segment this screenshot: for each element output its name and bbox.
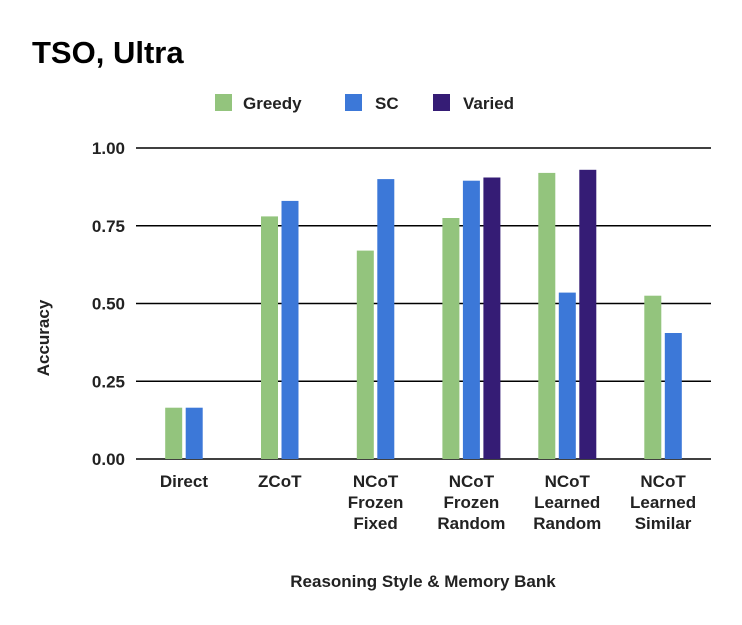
bar-greedy: [538, 172, 556, 459]
x-tick-label: Direct: [160, 472, 209, 491]
legend-swatch-sc: [345, 94, 362, 111]
x-tick-label: NCoT Frozen Fixed: [348, 472, 404, 533]
bar-sc: [377, 179, 395, 459]
bar-greedy: [356, 250, 374, 459]
x-axis-label: Reasoning Style & Memory Bank: [290, 572, 556, 591]
y-tick-label: 0.00: [92, 450, 125, 469]
x-axis-ticks: Direct ZCoT NCoT Frozen Fixed NCoT Frozen Rando…: [160, 472, 696, 533]
y-tick-label: 0.25: [92, 372, 125, 391]
y-tick-label: 0.50: [92, 295, 125, 314]
x-tick-label: NCoT Frozen Random: [437, 472, 505, 533]
x-tick-label: NCoT Learned Random: [533, 472, 601, 533]
bar-sc: [185, 407, 203, 459]
chart-title: TSO, Ultra: [32, 35, 184, 70]
legend-swatch-greedy: [215, 94, 232, 111]
x-tick-label: NCoT Learned Similar: [630, 472, 696, 533]
legend-label-greedy: Greedy: [243, 94, 302, 113]
bar-varied: [579, 169, 597, 460]
y-tick-label: 0.75: [92, 217, 125, 236]
bar-sc: [462, 180, 480, 459]
bar-sc: [558, 292, 576, 459]
bar-greedy: [261, 216, 278, 459]
chart-legend: Greedy SC Varied: [215, 94, 514, 113]
chart-gridlines: [136, 147, 711, 460]
legend-label-sc: SC: [375, 94, 399, 113]
y-tick-label: 1.00: [92, 139, 125, 158]
legend-swatch-varied: [433, 94, 450, 111]
bar-greedy: [442, 218, 460, 459]
y-axis-ticks: 0.00 0.25 0.50 0.75 1.00: [92, 139, 125, 469]
bar-greedy: [644, 295, 662, 459]
bar-varied: [483, 177, 501, 459]
bar-sc: [281, 200, 299, 459]
chart-bars: [165, 169, 682, 460]
legend-label-varied: Varied: [463, 94, 514, 113]
bar-greedy: [165, 407, 183, 459]
y-axis-label: Accuracy: [34, 299, 53, 376]
x-tick-label: ZCoT: [258, 472, 302, 491]
bar-sc: [664, 333, 682, 459]
